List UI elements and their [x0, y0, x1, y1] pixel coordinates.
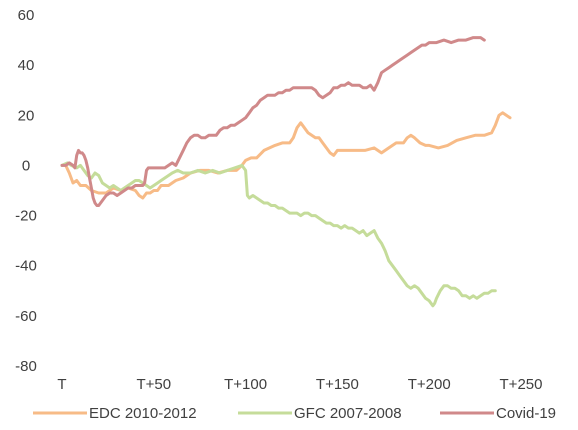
y-tick-label: 20 [18, 107, 35, 124]
y-tick-label: -60 [15, 308, 37, 325]
legend-item: GFC 2007-2008 [238, 405, 402, 422]
x-axis-tick-labels: T T+50 T+100 T+150 T+200 T+250 [57, 376, 542, 393]
legend: EDC 2010-2012 GFC 2007-2008 Covid-19 [33, 405, 556, 422]
x-tick-label: T+200 [408, 376, 451, 393]
y-tick-label: 60 [18, 7, 35, 24]
x-tick-label: T [57, 376, 66, 393]
y-tick-label: 0 [22, 157, 30, 174]
legend-label: EDC 2010-2012 [89, 405, 197, 422]
y-tick-label: -80 [15, 358, 37, 375]
legend-label: Covid-19 [496, 405, 556, 422]
y-axis-tick-labels: 60 40 20 0 -20 -40 -60 -80 [15, 7, 37, 375]
series-lines [60, 36, 512, 308]
y-tick-label: -20 [15, 208, 37, 225]
y-tick-label: -40 [15, 258, 37, 275]
legend-label: GFC 2007-2008 [294, 405, 402, 422]
legend-item: EDC 2010-2012 [33, 405, 197, 422]
x-tick-label: T+250 [500, 376, 543, 393]
legend-item: Covid-19 [440, 405, 556, 422]
y-tick-label: 40 [18, 57, 35, 74]
series-line-edc-2010-2012 [60, 111, 512, 200]
series-line-gfc-2007-2008 [60, 161, 497, 308]
x-tick-label: T+50 [136, 376, 171, 393]
x-tick-label: T+150 [316, 376, 359, 393]
series-line-covid-19 [60, 36, 486, 207]
x-tick-label: T+100 [224, 376, 267, 393]
